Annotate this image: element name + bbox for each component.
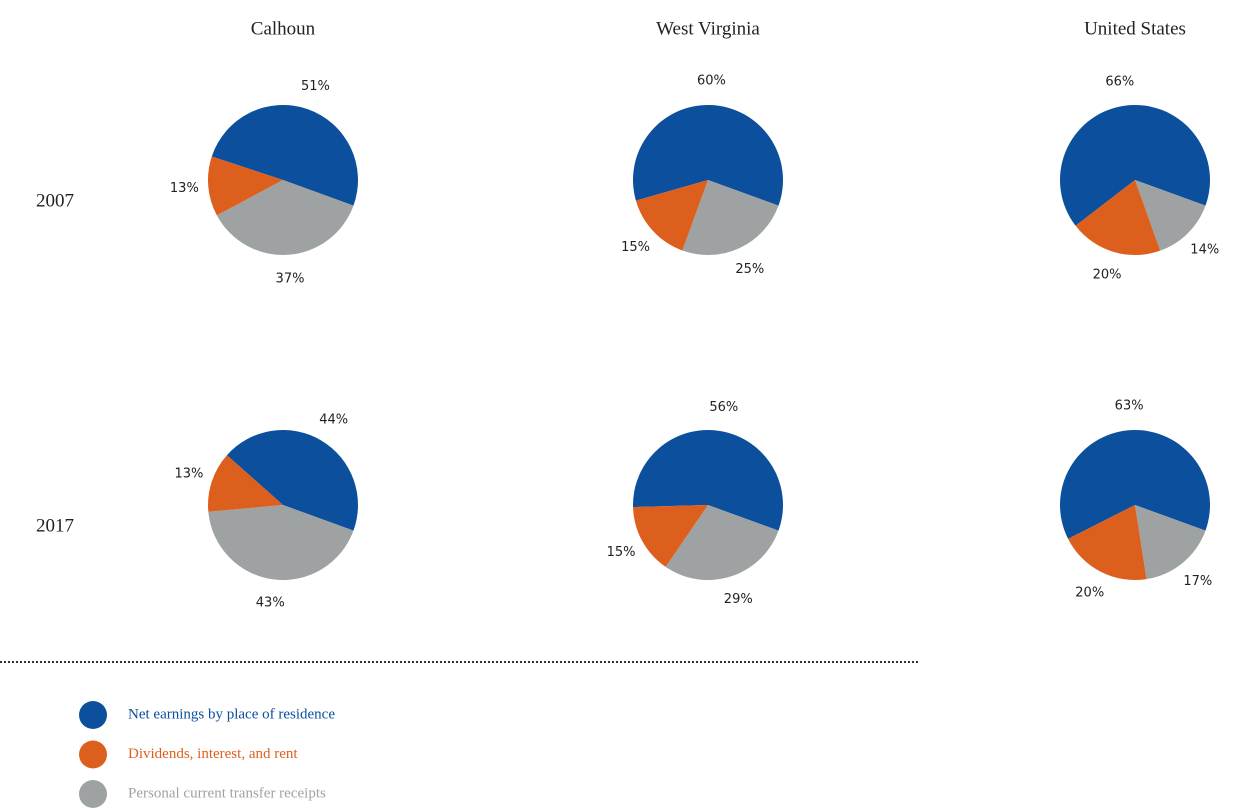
value-label: 60% [697, 74, 726, 89]
legend-label: Personal current transfer receipts [128, 785, 326, 801]
row-header: 2017 [36, 515, 74, 536]
column-header: Calhoun [251, 18, 316, 39]
value-label: 51% [301, 79, 330, 94]
legend-marker [79, 701, 107, 729]
pie-slice [1135, 180, 1206, 251]
value-label: 56% [709, 400, 738, 415]
pie-slice [1135, 505, 1206, 580]
pie-slice [1075, 180, 1161, 255]
pie-slice [1060, 105, 1210, 226]
pie-slice [633, 505, 708, 567]
value-label: 17% [1183, 574, 1212, 589]
value-label: 14% [1190, 243, 1219, 258]
pie-slice [633, 105, 783, 206]
value-label: 15% [621, 240, 650, 255]
pie-slice [216, 180, 354, 255]
value-label: 13% [174, 467, 203, 482]
value-label: 63% [1115, 399, 1144, 414]
pie-slice [665, 505, 779, 580]
legend-label: Net earnings by place of residence [128, 706, 335, 722]
pie-slice [211, 105, 358, 206]
pie-slice [208, 455, 283, 512]
value-label: 20% [1093, 267, 1122, 282]
pie-slice [1060, 429, 1210, 539]
value-label: 66% [1105, 75, 1134, 90]
value-label: 20% [1075, 586, 1104, 601]
pie-slice [633, 430, 783, 531]
pie-slice [635, 180, 708, 251]
value-label: 15% [607, 545, 636, 560]
value-label: 13% [170, 181, 199, 196]
value-label: 37% [276, 271, 305, 286]
value-label: 29% [724, 592, 753, 607]
pie-slice [208, 156, 283, 216]
pie-slice [226, 430, 358, 531]
pie-slice [682, 180, 779, 255]
legend-label: Dividends, interest, and rent [128, 746, 298, 762]
value-label: 43% [256, 596, 285, 611]
column-header: West Virginia [656, 18, 760, 39]
value-label: 25% [735, 262, 764, 277]
legend-marker [79, 780, 107, 808]
row-header: 2007 [36, 190, 74, 211]
value-label: 44% [319, 412, 348, 427]
pie-slice [1068, 505, 1147, 580]
pie-slice [208, 505, 354, 580]
legend-marker [79, 740, 107, 769]
column-header: United States [1084, 18, 1186, 39]
